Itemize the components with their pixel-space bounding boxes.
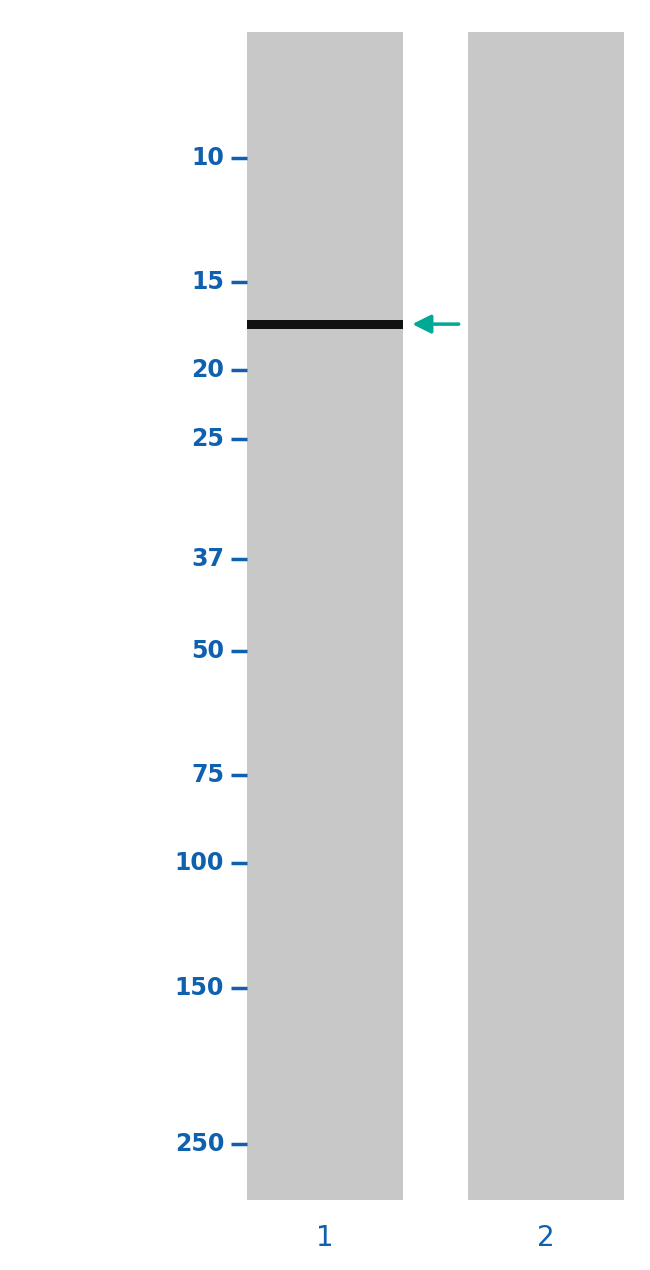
Text: 37: 37 (191, 547, 224, 570)
Bar (247, 32, 403, 1200)
Text: 15: 15 (191, 271, 224, 295)
Text: 150: 150 (175, 975, 224, 999)
Text: 50: 50 (191, 639, 224, 663)
Text: 2: 2 (537, 1224, 555, 1252)
Text: 100: 100 (175, 851, 224, 875)
Text: 250: 250 (175, 1132, 224, 1156)
Text: 75: 75 (191, 763, 224, 787)
Bar (468, 32, 624, 1200)
Bar (247, 320, 403, 329)
Text: 1: 1 (316, 1224, 334, 1252)
Text: 25: 25 (191, 427, 224, 451)
Text: 10: 10 (191, 146, 224, 170)
Text: 20: 20 (191, 358, 224, 382)
